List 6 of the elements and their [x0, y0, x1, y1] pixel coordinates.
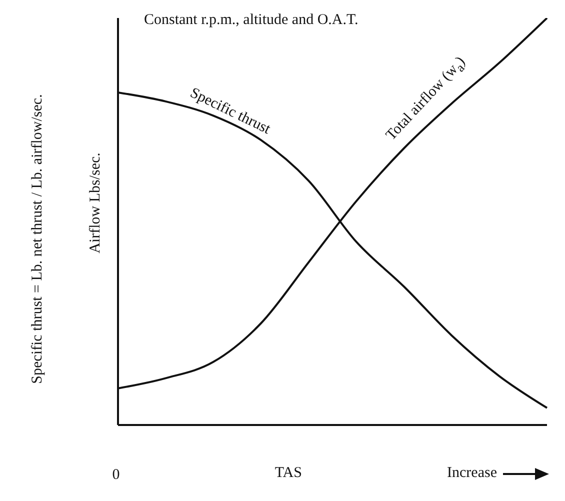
chart-title: Constant r.p.m., altitude and O.A.T. — [144, 12, 358, 29]
x-axis-title: TAS — [274, 465, 302, 482]
text: 0 — [112, 467, 120, 484]
y-axis-title: Specific thrust = Lb. net thrust / Lb. airflow/sec. — [30, 94, 46, 384]
text: Increase — [447, 465, 497, 482]
y2-axis-title: Airflow Lbs/sec. — [88, 152, 104, 254]
